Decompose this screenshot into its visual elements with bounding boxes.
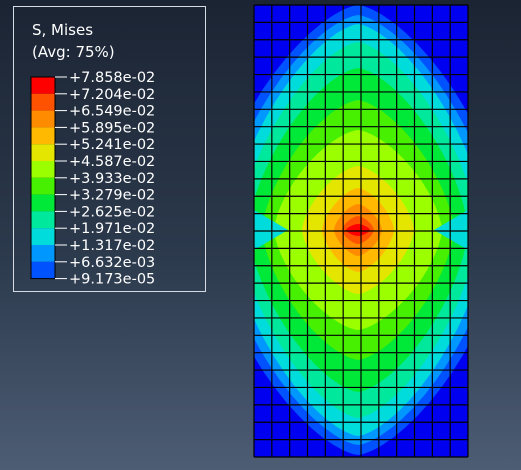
legend-level-label: +7.858e-02: [69, 70, 155, 86]
legend-color-band: [31, 177, 55, 195]
legend-variable-label: S, Mises: [32, 21, 94, 39]
legend-color-band: [31, 228, 55, 245]
legend-level-label: +7.204e-02: [69, 87, 155, 103]
legend-averaging-label: (Avg: 75%): [32, 43, 115, 61]
legend-color-band: [31, 144, 55, 161]
legend-level-label: +5.895e-02: [69, 120, 155, 136]
legend-level-label: +6.632e-03: [69, 255, 155, 271]
legend-level-label: +3.933e-02: [69, 171, 155, 187]
legend-level-label: +3.279e-02: [69, 188, 155, 204]
legend-color-band: [31, 110, 55, 128]
legend-level-label: +2.625e-02: [69, 204, 155, 220]
contour-side-lobe: [254, 210, 288, 250]
legend-color-band: [31, 161, 55, 178]
legend-color-band: [31, 211, 55, 229]
legend-level-label: +9.173e-05: [69, 272, 155, 288]
legend-color-band: [31, 261, 55, 279]
contour-legend: S, Mises (Avg: 75%): [13, 6, 206, 292]
legend-level-label: +1.317e-02: [69, 238, 155, 254]
legend-color-band: [31, 77, 55, 94]
legend-level-label: +5.241e-02: [69, 137, 155, 153]
legend-color-band: [31, 245, 55, 262]
legend-color-band: [31, 127, 55, 145]
legend-level-label: +1.971e-02: [69, 221, 155, 237]
legend-color-band: [31, 194, 55, 212]
legend-color-band: [31, 93, 55, 111]
contour-side-lobe: [434, 210, 468, 250]
mesh-grid: [253, 4, 469, 458]
legend-level-label: +6.549e-02: [69, 104, 155, 120]
legend-level-label: +4.587e-02: [69, 154, 155, 170]
contour-band: [346, 224, 370, 236]
